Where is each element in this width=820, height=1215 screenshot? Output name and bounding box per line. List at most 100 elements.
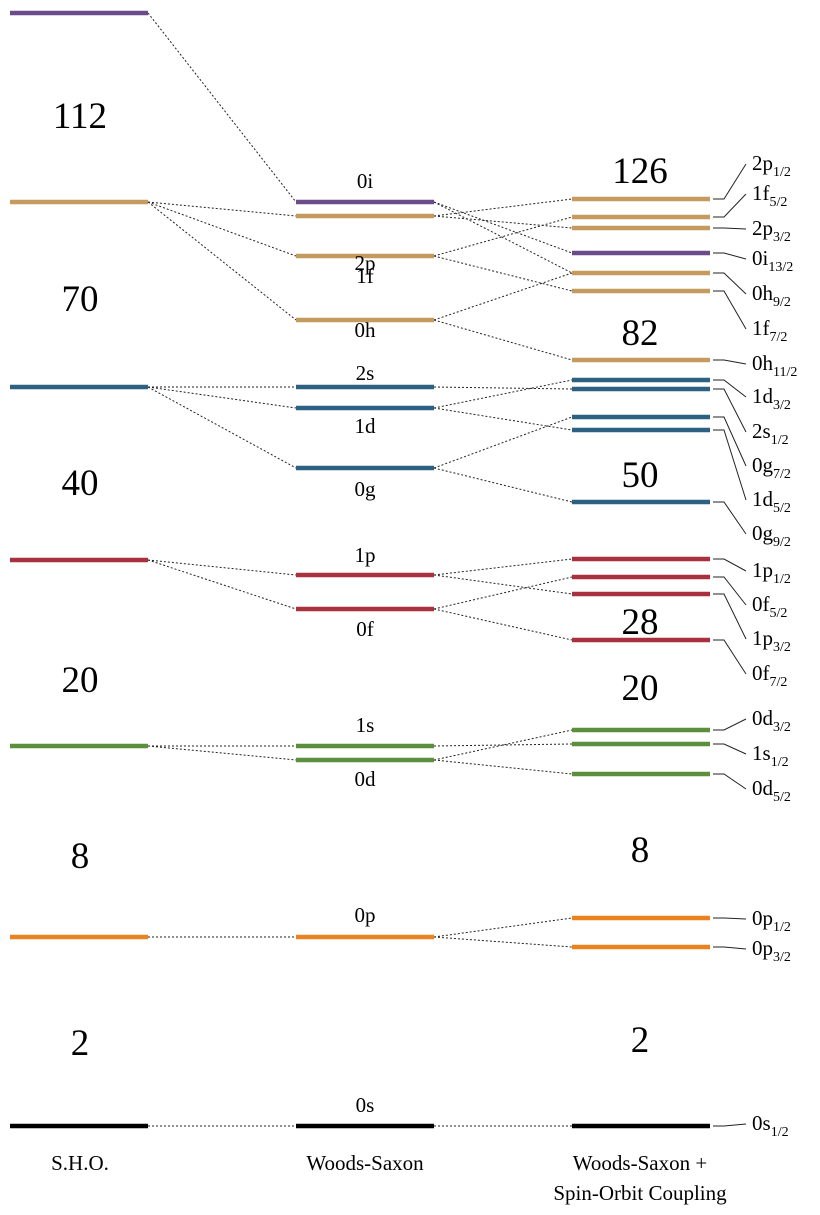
j-subscript: 3/2 xyxy=(773,950,791,965)
spin-orbit-leader-line xyxy=(713,576,747,606)
spin-orbit-leader-line xyxy=(713,501,747,535)
column-label-woods-saxon: Woods-Saxon xyxy=(306,1151,424,1175)
spin-orbit-level-label: 0f7/2 xyxy=(752,661,787,690)
spin-orbit-leader-line xyxy=(713,227,747,230)
spin-orbit-leader-line xyxy=(713,379,747,398)
j-subscript: 3/2 xyxy=(773,230,791,245)
transition-line xyxy=(433,416,573,469)
transition-line xyxy=(147,386,297,409)
j-subscript: 7/2 xyxy=(770,330,788,345)
woods-saxon-level-label: 1f xyxy=(356,264,374,288)
transition-line xyxy=(433,386,573,390)
woods-saxon-level-label: 1s xyxy=(356,713,375,737)
j-subscript: 1/2 xyxy=(771,433,789,448)
woods-saxon-level-label: 1d xyxy=(355,414,377,438)
transition-line xyxy=(147,559,297,576)
spin-orbit-level-label: 0d3/2 xyxy=(752,706,791,735)
spin-orbit-level-label: 0p3/2 xyxy=(752,936,791,965)
spin-orbit-magic-number: 28 xyxy=(622,602,659,643)
woods-saxon-level-label: 2s xyxy=(356,361,375,385)
spin-orbit-magic-number: 126 xyxy=(612,151,668,192)
transition-line xyxy=(147,201,297,257)
j-subscript: 7/2 xyxy=(773,467,791,482)
sho-magic-number: 112 xyxy=(53,96,107,137)
spin-orbit-level-label: 1p1/2 xyxy=(752,558,791,587)
j-subscript: 5/2 xyxy=(773,501,791,516)
spin-orbit-level-label: 0h9/2 xyxy=(752,281,791,310)
transition-line xyxy=(433,759,573,775)
j-subscript: 1/2 xyxy=(773,920,791,935)
spin-orbit-leader-line xyxy=(713,252,747,260)
spin-orbit-magic-number: 20 xyxy=(622,668,659,709)
spin-orbit-level-label: 1p3/2 xyxy=(752,626,791,655)
j-subscript: 9/2 xyxy=(773,535,791,550)
transition-line xyxy=(433,319,573,361)
column-label-sho: S.H.O. xyxy=(51,1151,109,1175)
energy-levels xyxy=(10,10,710,1129)
spin-orbit-leader-line xyxy=(713,639,747,675)
j-subscript: 5/2 xyxy=(770,195,788,210)
j-subscript: 5/2 xyxy=(770,606,788,621)
woods-saxon-level-label: 2p xyxy=(355,251,376,275)
transition-line xyxy=(147,386,297,469)
spin-orbit-level-label: 2p3/2 xyxy=(752,216,791,245)
spin-orbit-leader-line xyxy=(713,272,747,295)
spin-orbit-level-label: 1f7/2 xyxy=(752,316,787,345)
sho-magic-number: 20 xyxy=(62,660,99,701)
spin-orbit-level-label: 1d3/2 xyxy=(752,384,791,413)
spin-orbit-leader-line xyxy=(713,359,747,365)
j-subscript: 3/2 xyxy=(773,640,791,655)
spin-orbit-leader-line xyxy=(713,416,747,467)
transition-line xyxy=(147,559,297,610)
transition-line xyxy=(433,272,573,321)
spin-orbit-level-label: 0h11/2 xyxy=(752,351,797,380)
transition-line xyxy=(433,936,573,948)
spin-orbit-leader-line xyxy=(713,429,747,501)
label-leader-lines xyxy=(713,163,747,1127)
transition-line xyxy=(433,608,573,641)
sho-magic-number: 8 xyxy=(71,836,90,877)
spin-orbit-level-label: 2p1/2 xyxy=(752,151,791,180)
spin-orbit-leader-line xyxy=(713,558,747,572)
woods-saxon-level-label: 0s xyxy=(356,1093,375,1117)
transition-line xyxy=(147,12,297,203)
transition-line xyxy=(433,558,573,576)
spin-orbit-level-label: 0d5/2 xyxy=(752,776,791,805)
sho-magic-number: 40 xyxy=(62,463,99,504)
spin-orbit-level-label: 2s1/2 xyxy=(752,419,789,448)
woods-saxon-level-label: 1p xyxy=(355,543,376,567)
spin-orbit-level-label: 0g9/2 xyxy=(752,521,791,550)
j-subscript: 5/2 xyxy=(773,790,791,805)
woods-saxon-level-label: 0g xyxy=(355,477,377,501)
column-labels: S.H.O. Woods-Saxon Woods-Saxon + Spin-Or… xyxy=(51,1151,727,1205)
spin-orbit-leader-line xyxy=(713,773,747,790)
spin-orbit-leader-line xyxy=(713,388,747,433)
connector-lines xyxy=(147,12,573,1127)
column-label-spin-orbit-line2: Spin-Orbit Coupling xyxy=(553,1181,727,1205)
transition-line xyxy=(433,201,573,254)
spin-orbit-level-label: 0i13/2 xyxy=(752,246,793,275)
j-subscript: 3/2 xyxy=(773,398,791,413)
transition-line xyxy=(433,467,573,503)
sho-magic-number: 2 xyxy=(71,1023,90,1064)
j-subscript: 3/2 xyxy=(773,720,791,735)
spin-orbit-leader-line xyxy=(713,290,747,330)
transition-line xyxy=(433,198,573,217)
spin-orbit-leader-line xyxy=(713,917,747,920)
spin-orbit-level-label: 0f5/2 xyxy=(752,592,787,621)
transition-line xyxy=(433,407,573,431)
spin-orbit-leader-line xyxy=(713,718,747,731)
spin-orbit-leader-line xyxy=(713,743,747,755)
transition-line xyxy=(433,201,573,274)
transition-line xyxy=(433,743,573,747)
woods-saxon-level-label: 0f xyxy=(356,617,374,641)
woods-saxon-level-label: 0p xyxy=(355,903,376,927)
spin-orbit-level-label: 0g7/2 xyxy=(752,453,791,482)
woods-saxon-level-label: 0h xyxy=(355,318,377,342)
j-subscript: 7/2 xyxy=(770,675,788,690)
column-label-spin-orbit-line1: Woods-Saxon + xyxy=(573,1151,707,1175)
j-subscript: 11/2 xyxy=(773,365,797,380)
transition-line xyxy=(433,255,573,292)
